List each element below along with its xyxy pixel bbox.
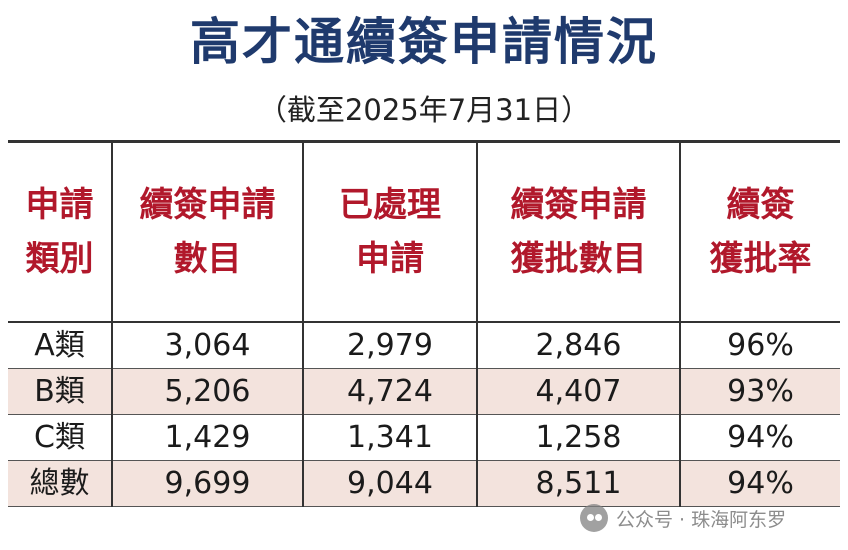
row-renewal-applications: 1,429	[111, 414, 304, 461]
watermark: 公众号 · 珠海阿东罗	[580, 500, 786, 536]
row-processed: 1,341	[302, 414, 478, 461]
table-row: C類 1,429 1,341 1,258 94%	[8, 414, 840, 461]
table-row: A類 3,064 2,979 2,846 96%	[8, 322, 840, 369]
row-category: A類	[8, 322, 113, 369]
watermark-text: 公众号 · 珠海阿东罗	[616, 508, 787, 531]
row-category: C類	[8, 414, 113, 461]
row-approved: 2,846	[476, 322, 681, 369]
row-approval-rate: 93%	[679, 368, 840, 415]
row-approved: 4,407	[476, 368, 681, 415]
row-renewal-applications: 9,699	[111, 460, 304, 507]
table-header-row: 申請 類別 續簽申請 數目 已處理 申請 續簽申請 獲批數目 續簽 獲批率	[8, 140, 840, 323]
row-category: B類	[8, 368, 113, 415]
header-category: 申請 類別	[8, 140, 113, 323]
renewal-stats-table: 申請 類別 續簽申請 數目 已處理 申請 續簽申請 獲批數目 續簽 獲批率 A類…	[8, 140, 840, 507]
page-subtitle: （截至2025年7月31日）	[257, 93, 591, 127]
header-renewal-applications: 續簽申請 數目	[111, 140, 304, 323]
row-approval-rate: 94%	[679, 414, 840, 461]
row-approval-rate: 96%	[679, 322, 840, 369]
row-category: 總數	[8, 460, 113, 507]
row-processed: 2,979	[302, 322, 478, 369]
wechat-icon	[580, 504, 608, 532]
table-row-total: 總數 9,699 9,044 8,511 94%	[8, 460, 840, 507]
row-approved: 1,258	[476, 414, 681, 461]
row-processed: 4,724	[302, 368, 478, 415]
page-title: 高才通續簽申請情況	[190, 13, 658, 71]
row-approval-rate: 94%	[679, 460, 840, 507]
table-row: B類 5,206 4,724 4,407 93%	[8, 368, 840, 415]
row-renewal-applications: 3,064	[111, 322, 304, 369]
header-approval-rate: 續簽 獲批率	[679, 140, 840, 323]
header-approved-count: 續簽申請 獲批數目	[476, 140, 681, 323]
row-processed: 9,044	[302, 460, 478, 507]
header-processed-applications: 已處理 申請	[302, 140, 478, 323]
row-approved: 8,511	[476, 460, 681, 507]
row-renewal-applications: 5,206	[111, 368, 304, 415]
